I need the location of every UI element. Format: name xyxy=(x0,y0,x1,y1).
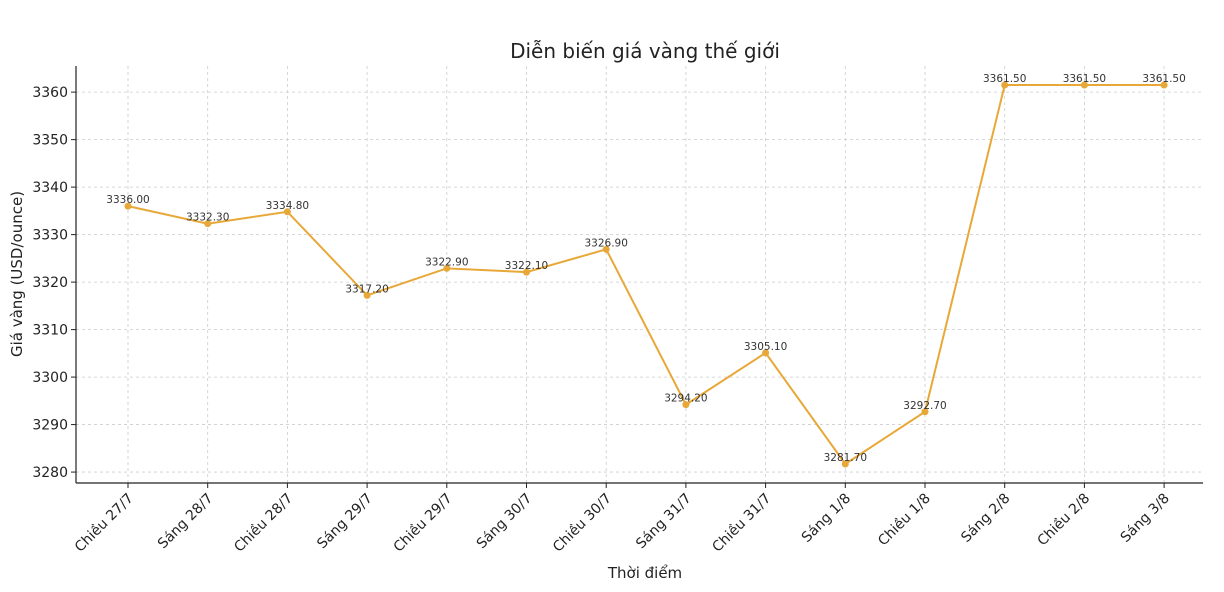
x-tick-label: Chiều 31/7 xyxy=(709,490,775,556)
data-label: 3322.90 xyxy=(425,256,468,268)
data-point xyxy=(841,460,849,468)
data-label: 3334.80 xyxy=(266,200,309,212)
data-point xyxy=(443,264,451,272)
x-ticks: Chiều 27/7 Sáng 28/7 Chiều 28/7 Sáng 29/7 Ch… xyxy=(71,483,1173,556)
data-point xyxy=(762,349,770,357)
grid xyxy=(76,66,1203,483)
x-tick-label: Sáng 1/8 xyxy=(799,491,854,546)
data-label: 3281.70 xyxy=(824,452,867,464)
x-tick-label: Sáng 31/7 xyxy=(633,491,695,553)
data-label: 3326.90 xyxy=(584,237,627,249)
data-label: 3361.50 xyxy=(983,73,1026,85)
data-point xyxy=(523,268,530,276)
data-label: 3294.20 xyxy=(664,393,707,405)
data-label: 3336.00 xyxy=(106,194,149,206)
y-tick-label: 3360 xyxy=(32,85,68,101)
y-tick-label: 3290 xyxy=(32,418,68,434)
x-tick-label: Sáng 28/7 xyxy=(155,491,217,553)
y-tick-label: 3280 xyxy=(32,465,68,481)
x-tick-label: Chiều 27/7 xyxy=(71,490,137,556)
x-tick-label: Sáng 29/7 xyxy=(314,491,376,553)
data-label: 3361.50 xyxy=(1063,73,1106,85)
x-tick-label: Chiều 28/7 xyxy=(231,490,297,556)
y-tick-label: 3320 xyxy=(32,275,68,291)
data-point xyxy=(602,245,610,253)
data-label: 3292.70 xyxy=(903,400,946,412)
data-point xyxy=(1001,81,1009,89)
y-axis-label: Giá vàng (USD/ounce) xyxy=(8,191,26,357)
chart-title: Diễn biến giá vàng thế giới xyxy=(510,39,780,63)
data-point xyxy=(124,202,132,210)
data-point xyxy=(363,291,371,299)
data-labels: 3336.00 3332.30 3334.80 3317.20 3322.90 3322.… xyxy=(106,73,1186,464)
y-tick-label: 3340 xyxy=(32,180,68,196)
data-point xyxy=(1160,81,1168,89)
data-point xyxy=(283,208,291,216)
x-axis-label: Thời điểm xyxy=(607,564,682,582)
data-label: 3361.50 xyxy=(1142,73,1185,85)
data-label: 3332.30 xyxy=(186,212,229,224)
data-label: 3305.10 xyxy=(744,341,787,353)
y-ticks: 3280 3290 3300 3310 3320 3330 3340 3350 3360 xyxy=(32,85,76,481)
data-point xyxy=(682,401,690,409)
x-tick-label: Chiều 2/8 xyxy=(1034,490,1093,549)
axes xyxy=(75,66,1203,484)
x-tick-label: Chiều 30/7 xyxy=(549,490,615,556)
x-tick-label: Sáng 3/8 xyxy=(1118,491,1173,546)
data-point xyxy=(921,408,929,416)
y-tick-label: 3330 xyxy=(32,228,68,244)
y-tick-label: 3300 xyxy=(32,370,68,386)
series-line xyxy=(127,83,1165,466)
x-tick-label: Sáng 30/7 xyxy=(474,491,536,553)
data-label: 3317.20 xyxy=(345,283,388,295)
y-tick-label: 3310 xyxy=(32,323,68,339)
x-tick-label: Sáng 2/8 xyxy=(958,491,1013,546)
x-tick-label: Chiều 1/8 xyxy=(874,490,933,549)
series xyxy=(124,81,1168,468)
data-point xyxy=(204,220,212,228)
data-point xyxy=(1080,81,1088,89)
y-tick-label: 3350 xyxy=(32,133,68,149)
data-label: 3322.10 xyxy=(505,260,548,272)
x-tick-label: Chiều 29/7 xyxy=(390,490,456,556)
